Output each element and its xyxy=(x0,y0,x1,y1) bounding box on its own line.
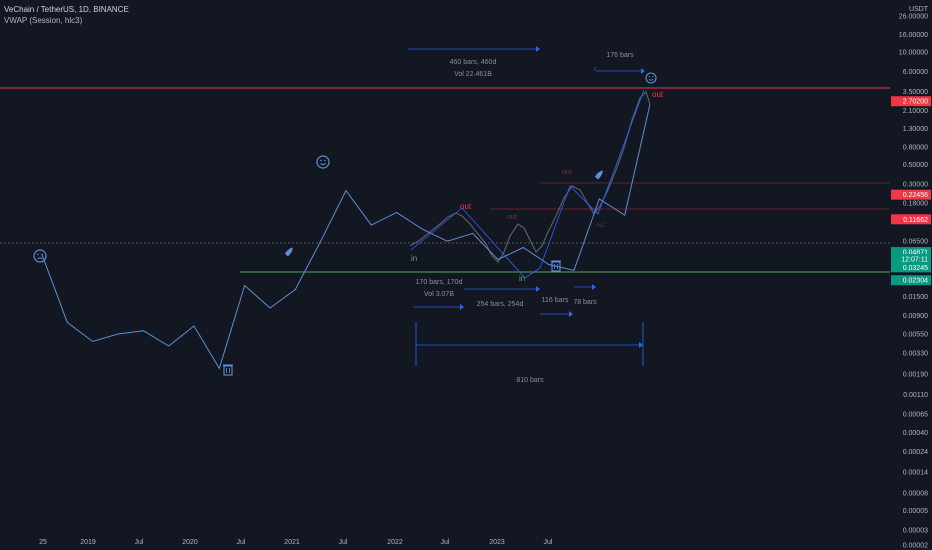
price-tick-label: 0.00550 xyxy=(903,332,928,339)
range-arrow-254[interactable] xyxy=(413,304,464,310)
range-460-bars-label: 460 bars, 460d xyxy=(450,59,497,66)
range-arrow-460[interactable] xyxy=(408,46,540,52)
price-badge[interactable]: 2.70200 xyxy=(891,96,931,107)
time-axis-label: Jul xyxy=(544,539,553,546)
price-scale[interactable]: USDT 26.00000 16.00000 10.00000 6.00000 3.50… xyxy=(890,0,932,550)
price-tick-label: 2.10000 xyxy=(903,108,928,115)
range-460-vol-label: Vol 22.461B xyxy=(454,71,492,78)
price-tick-label: 0.00040 xyxy=(903,430,928,437)
time-axis-label: 2019 xyxy=(80,539,96,546)
price-badge[interactable]: 0.02304 xyxy=(891,275,931,286)
range-116-label: 116 bars xyxy=(542,297,569,304)
svg-text:0.04871: 0.04871 xyxy=(903,250,928,257)
trash-icon[interactable] xyxy=(223,364,233,376)
out-label-2: out xyxy=(652,90,664,99)
chart-area[interactable]: VeChain / TetherUS, 1D, BINANCE VWAP (Se… xyxy=(0,0,890,550)
price-tick-label: 10.00000 xyxy=(899,50,928,57)
range-arrow-78[interactable] xyxy=(574,284,596,290)
price-badge[interactable]: 0.22456 xyxy=(891,189,931,200)
price-series-line[interactable] xyxy=(41,103,651,370)
out-label-faded-2: out xyxy=(562,169,572,176)
range-170-vol-label: Vol 3.07B xyxy=(424,291,454,298)
price-chart[interactable]: 460 bars, 460d Vol 22.461B 176 bars 170 … xyxy=(0,0,890,550)
time-axis-label: 2023 xyxy=(489,539,505,546)
price-tick-label: 3.50000 xyxy=(903,89,928,96)
price-tick-label: 0.80000 xyxy=(903,144,928,151)
candle-trace xyxy=(409,90,651,263)
price-tick-label: 0.00190 xyxy=(903,371,928,378)
rocket-icon[interactable] xyxy=(594,169,605,180)
svg-text:0.11662: 0.11662 xyxy=(903,217,928,224)
range-176-label: 176 bars xyxy=(606,52,634,59)
price-tick-label: 16.00000 xyxy=(899,32,928,39)
price-tick-label: 0.00110 xyxy=(903,392,928,399)
time-axis-label: Jul xyxy=(237,539,246,546)
out-label-faded-3: out xyxy=(596,223,605,229)
range-arrow-170[interactable] xyxy=(464,286,540,292)
price-tick-label: 0.06500 xyxy=(903,239,928,246)
time-axis-label: 2020 xyxy=(182,539,198,546)
time-axis-label: 2021 xyxy=(284,539,300,546)
currency-label: USDT xyxy=(908,6,928,13)
symbol-title: VeChain / TetherUS, 1D, BINANCE xyxy=(4,5,129,14)
price-tick-label: 1.30000 xyxy=(903,126,928,133)
svg-text:0.03245: 0.03245 xyxy=(903,265,928,272)
time-axis-label: Jul xyxy=(135,539,144,546)
svg-text:12:07:11: 12:07:11 xyxy=(901,257,928,264)
price-badge[interactable]: 0.03245 xyxy=(891,262,931,273)
price-tick-label: 0.01500 xyxy=(903,294,928,301)
svg-text:0.02304: 0.02304 xyxy=(903,278,928,285)
rocket-icon[interactable] xyxy=(284,246,295,257)
time-axis-label: Jul xyxy=(339,539,348,546)
price-tick-label: 0.00900 xyxy=(903,313,928,320)
sad-face-icon[interactable] xyxy=(33,249,47,263)
range-254-label: 254 bars, 254d xyxy=(477,301,524,308)
range-810-label: 810 bars xyxy=(516,377,544,384)
out-label-faded-1: out xyxy=(507,214,517,221)
range-arrow-176[interactable] xyxy=(593,66,645,74)
svg-text:2.70200: 2.70200 xyxy=(903,99,928,106)
price-tick-label: 0.18000 xyxy=(903,200,928,207)
price-tick-label: 0.00014 xyxy=(903,469,928,476)
price-tick-label: 0.30000 xyxy=(903,181,928,188)
smile-face-icon[interactable] xyxy=(316,155,330,169)
range-78-label: 78 bars xyxy=(573,299,597,306)
range-arrow-116[interactable] xyxy=(540,311,573,317)
price-badge[interactable]: 0.04871 xyxy=(891,247,931,258)
smile-face-icon[interactable] xyxy=(645,72,657,84)
price-tick-label: 26.00000 xyxy=(899,14,928,21)
time-axis[interactable]: 25 2019 Jul 2020 Jul 2021 Jul 2022 Jul 2023 Jul xyxy=(39,539,553,546)
trash-icon[interactable] xyxy=(551,260,561,272)
price-tick-label: 0.00005 xyxy=(903,508,928,515)
price-badge[interactable]: 0.11662 xyxy=(891,214,931,225)
trade-path-1 xyxy=(410,89,645,279)
price-tick-label: 6.00000 xyxy=(903,69,928,76)
range-170-bars-label: 170 bars, 170d xyxy=(416,279,463,286)
indicator-label: VWAP (Session, hlc3) xyxy=(4,16,83,25)
range-arrow-810[interactable] xyxy=(415,322,644,366)
price-tick-label: 0.00330 xyxy=(903,351,928,358)
price-tick-label: 0.00008 xyxy=(903,490,928,497)
price-tick-label: 0.50000 xyxy=(903,162,928,169)
price-tick-label: 0.00024 xyxy=(903,449,928,456)
price-tick-label: 0.00003 xyxy=(903,527,928,534)
out-label-1: out xyxy=(460,202,472,211)
time-axis-label: 25 xyxy=(39,539,47,546)
in-label-1: in xyxy=(411,254,417,263)
time-axis-label: Jul xyxy=(441,539,450,546)
price-badge[interactable]: 12:07:11 xyxy=(891,254,931,265)
price-tick-label: 0.00002 xyxy=(903,542,928,549)
time-axis-label: 2022 xyxy=(387,539,403,546)
price-scale-ticks: 26.00000 16.00000 10.00000 6.00000 3.50000 2.… xyxy=(891,14,931,549)
svg-text:0.22456: 0.22456 xyxy=(903,192,928,199)
in-label-2: in xyxy=(519,274,525,283)
price-tick-label: 0.00065 xyxy=(903,412,928,419)
